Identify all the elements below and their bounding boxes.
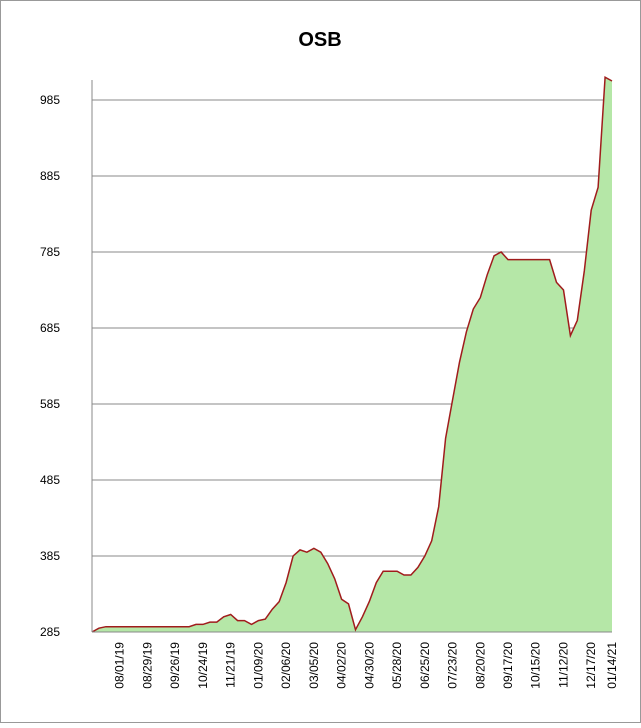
x-tick-label: 04/02/20 bbox=[335, 642, 349, 689]
x-tick-label: 08/01/19 bbox=[113, 642, 127, 689]
y-tick-label: 385 bbox=[40, 549, 60, 563]
x-tick-label: 12/17/20 bbox=[584, 642, 598, 689]
x-tick-label: 05/28/20 bbox=[390, 642, 404, 689]
x-tick-label: 04/30/20 bbox=[362, 642, 376, 689]
x-tick-label: 07/23/20 bbox=[446, 642, 460, 689]
x-tick-label: 01/09/20 bbox=[251, 642, 265, 689]
y-tick-label: 485 bbox=[40, 473, 60, 487]
x-tick-label: 10/24/19 bbox=[196, 642, 210, 689]
x-tick-label: 09/26/19 bbox=[168, 642, 182, 689]
y-tick-label: 885 bbox=[40, 169, 60, 183]
y-tick-label: 985 bbox=[40, 93, 60, 107]
x-tick-label: 01/14/21 bbox=[605, 642, 619, 689]
x-tick-label: 02/06/20 bbox=[279, 642, 293, 689]
y-tick-label: 585 bbox=[40, 397, 60, 411]
y-tick-label: 685 bbox=[40, 321, 60, 335]
x-tick-label: 09/17/20 bbox=[501, 642, 515, 689]
area bbox=[92, 77, 612, 632]
x-tick-label: 08/20/20 bbox=[473, 642, 487, 689]
x-tick-label: 03/05/20 bbox=[307, 642, 321, 689]
x-tick-label: 08/29/19 bbox=[140, 642, 154, 689]
y-tick-label: 785 bbox=[40, 245, 60, 259]
x-tick-label: 11/21/19 bbox=[224, 642, 238, 688]
x-tick-label: 10/15/20 bbox=[529, 642, 543, 689]
line bbox=[91, 75, 613, 633]
x-tick-label: 06/25/20 bbox=[418, 642, 432, 689]
x-tick-label: 11/12/20 bbox=[556, 642, 570, 688]
y-tick-label: 285 bbox=[40, 625, 60, 639]
chart-title: OSB bbox=[298, 29, 341, 51]
